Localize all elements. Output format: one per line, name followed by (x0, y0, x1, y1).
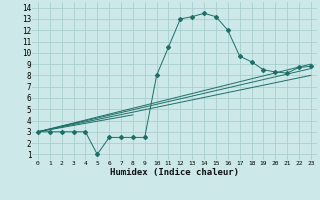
X-axis label: Humidex (Indice chaleur): Humidex (Indice chaleur) (110, 168, 239, 177)
